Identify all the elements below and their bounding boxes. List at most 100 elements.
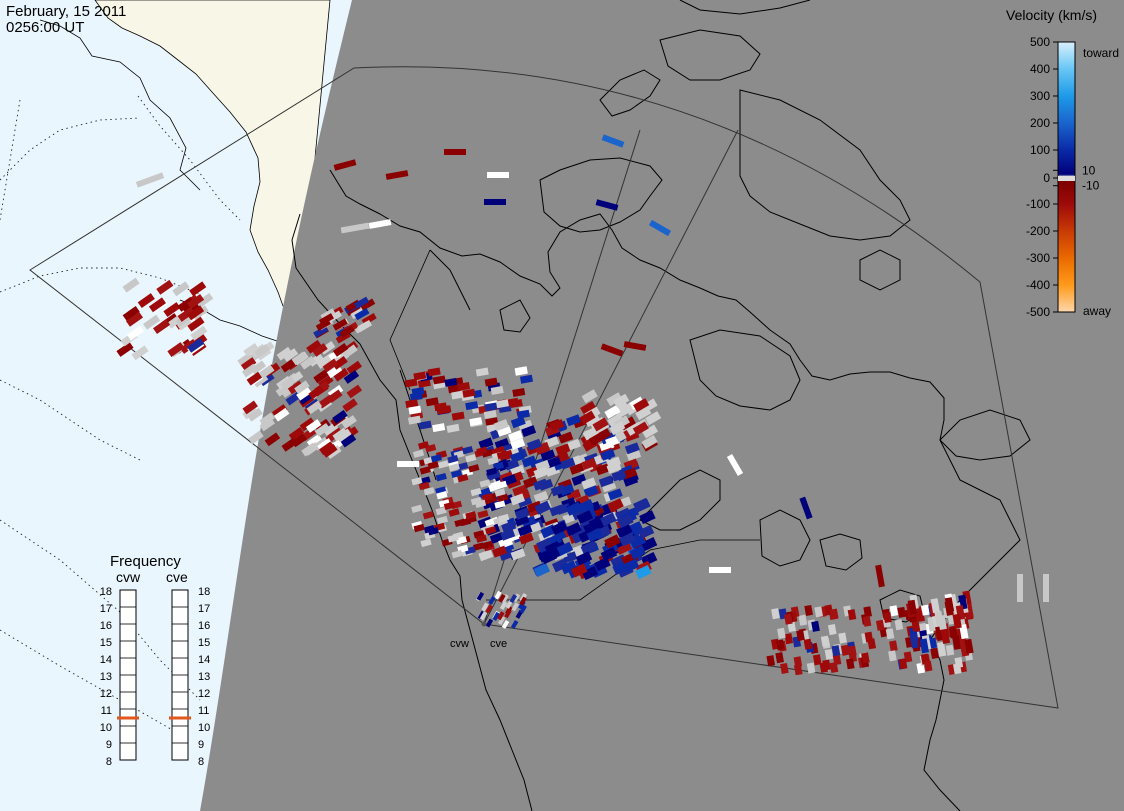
echo-cell xyxy=(405,399,419,409)
echo-cell xyxy=(481,602,489,612)
echo-cell xyxy=(784,613,793,625)
frequency-scale-label: 8 xyxy=(106,756,112,768)
echo-cell xyxy=(430,454,442,463)
echo-cell xyxy=(793,656,803,668)
echo-cell xyxy=(248,430,264,445)
colorbar-tick-label: 500 xyxy=(1030,35,1050,49)
echo-cell xyxy=(447,534,459,543)
echo-cell xyxy=(633,497,650,513)
echo-cell xyxy=(862,615,872,627)
echo-cell xyxy=(135,172,165,188)
frequency-scale-label: 18 xyxy=(198,586,210,598)
echo-cell xyxy=(436,515,449,525)
echo-cell xyxy=(540,449,556,462)
frequency-column-cve xyxy=(169,589,191,761)
echo-cell xyxy=(339,325,355,338)
echo-cell xyxy=(582,426,599,441)
colorbar-tick-label: -10 xyxy=(1082,179,1100,193)
echo-cell xyxy=(448,463,460,472)
echo-cell xyxy=(485,604,493,614)
echo-cell xyxy=(163,302,181,317)
colorbar-away: away xyxy=(1083,304,1111,318)
echo-cell xyxy=(492,611,500,621)
echo-cell xyxy=(413,523,425,533)
echo-cell xyxy=(806,662,816,674)
echo-cells xyxy=(116,134,1049,676)
echo-cell xyxy=(437,460,449,469)
echo-cell xyxy=(354,308,370,321)
echo-cell xyxy=(470,487,482,497)
echo-cell xyxy=(581,477,597,490)
echo-cell xyxy=(510,493,526,506)
echo-cell xyxy=(510,548,526,561)
echo-cell xyxy=(296,386,312,401)
echo-cell xyxy=(921,604,930,616)
echo-cell xyxy=(316,355,332,369)
echo-cell xyxy=(417,441,430,450)
echo-cell xyxy=(479,479,491,488)
echo-cell xyxy=(605,435,621,448)
echo-cell xyxy=(569,462,585,475)
echo-cell xyxy=(476,591,485,601)
echo-cell xyxy=(519,374,534,384)
echo-cell xyxy=(237,352,253,367)
echo-cell xyxy=(606,392,623,407)
echo-cell xyxy=(187,294,205,309)
echo-cell xyxy=(601,134,625,148)
echo-cell xyxy=(959,624,969,640)
echo-cell xyxy=(1043,574,1049,602)
echo-cell xyxy=(457,473,469,483)
echo-cell xyxy=(436,491,448,500)
echo-cell xyxy=(500,528,516,541)
echo-cell xyxy=(340,222,370,234)
echo-cell xyxy=(617,514,634,529)
echo-cell xyxy=(639,510,656,525)
echo-cell xyxy=(606,456,622,469)
colorbar-tick-label: 0 xyxy=(1043,171,1050,185)
date-label: February, 15 2011 xyxy=(6,3,126,20)
echo-cell xyxy=(332,318,348,331)
political-borders xyxy=(389,249,760,601)
echo-cell xyxy=(645,411,662,426)
frequency-channel-cvw: cvw xyxy=(116,569,141,585)
echo-cell xyxy=(481,540,494,550)
echo-cell xyxy=(484,199,506,205)
echo-cell xyxy=(514,514,530,527)
radar-sites: cvw cve xyxy=(450,621,507,650)
echo-cell xyxy=(509,594,517,604)
echo-cell xyxy=(824,648,834,661)
echo-cell xyxy=(411,476,423,486)
echo-cell xyxy=(615,540,633,555)
echo-cell xyxy=(478,437,494,450)
echo-cell xyxy=(259,364,275,379)
echo-cell xyxy=(427,461,439,470)
echo-cell xyxy=(556,541,574,556)
echo-cell xyxy=(505,599,513,609)
echo-cell xyxy=(771,608,780,620)
echo-cell xyxy=(861,652,870,664)
echo-cell xyxy=(581,566,599,581)
echo-cell xyxy=(517,524,533,537)
echo-cell xyxy=(446,423,460,433)
echo-cell xyxy=(565,501,583,516)
echo-cell xyxy=(477,510,489,519)
echo-cell xyxy=(314,423,331,437)
echo-cell xyxy=(726,453,744,477)
echo-cell xyxy=(814,606,823,618)
echo-cell xyxy=(510,619,519,629)
echo-cell xyxy=(505,397,519,407)
echo-cell xyxy=(332,356,348,370)
echo-cell xyxy=(494,500,506,509)
time-label: 0256:00 UT xyxy=(6,19,84,36)
echo-cell xyxy=(122,277,140,293)
echo-cell xyxy=(332,409,348,424)
echo-cell xyxy=(435,506,447,516)
echo-cell xyxy=(555,443,571,456)
echo-cell xyxy=(526,438,542,451)
radar-site-marker xyxy=(481,621,487,627)
echo-cell xyxy=(291,351,308,366)
echo-cell xyxy=(407,415,421,425)
echo-cell xyxy=(418,481,430,491)
echo-cell xyxy=(469,417,483,427)
echo-cell xyxy=(196,292,214,308)
